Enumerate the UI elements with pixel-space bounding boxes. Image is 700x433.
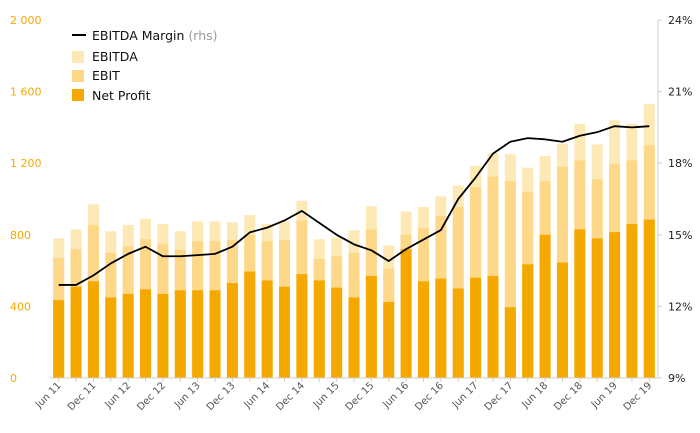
bar-net-profit	[226, 283, 238, 378]
y-left-tick-label: 2 000	[10, 14, 42, 27]
bar-net-profit	[174, 290, 186, 378]
bar-net-profit	[157, 293, 169, 378]
bar-net-profit	[470, 277, 482, 378]
bar-net-profit	[487, 275, 499, 378]
legend-label-ebitda-margin: EBITDA Margin (rhs)	[92, 28, 218, 43]
y-right-tick-label: 9%	[668, 372, 685, 385]
y-left-tick-label: 1 200	[10, 157, 42, 170]
ebitda-margin-line	[58, 125, 650, 286]
x-tick-label: Dec 16	[413, 380, 446, 413]
x-tick-label: Dec 15	[344, 380, 377, 413]
bar-net-profit	[209, 290, 221, 378]
legend: EBITDA Margin (rhs) EBITDA EBIT Net Prof…	[72, 28, 218, 103]
x-tick-label: Jun 16	[380, 380, 411, 411]
x-tick-label: Jun 17	[450, 380, 481, 411]
bar-net-profit	[279, 286, 291, 378]
x-tick-label: Dec 11	[66, 380, 99, 413]
x-tick-label: Dec 19	[622, 380, 655, 413]
y-left-tick-label: 1 600	[10, 86, 42, 99]
bar-net-profit	[452, 288, 464, 378]
y-right-tick-label: 15%	[668, 229, 692, 242]
y-axis-right: 9% 12% 15% 18% 21% 24%	[658, 14, 692, 385]
bar-net-profit	[192, 290, 204, 378]
x-tick-label: Jun 13	[172, 380, 203, 411]
bar-net-profit	[609, 232, 621, 378]
bar-net-profit	[556, 262, 568, 378]
bar-net-profit	[626, 224, 638, 378]
bar-net-profit	[400, 249, 412, 378]
x-tick-label: Dec 17	[483, 380, 516, 413]
y-right-tick-label: 24%	[668, 14, 692, 27]
bar-net-profit	[244, 271, 256, 378]
y-left-tick-label: 800	[10, 229, 31, 242]
y-left-tick-label: 400	[10, 300, 31, 313]
x-tick-label: Jun 11	[33, 380, 64, 411]
x-tick-label: Dec 12	[135, 380, 168, 413]
bar-net-profit	[504, 307, 516, 378]
x-tick-label: Jun 15	[311, 380, 342, 411]
legend-swatch-ebitda	[72, 51, 84, 63]
bar-net-profit	[87, 281, 99, 378]
bar-net-profit	[296, 274, 308, 378]
bar-net-profit	[53, 300, 65, 378]
x-tick-label: Dec 14	[274, 380, 307, 413]
bar-net-profit	[313, 280, 325, 378]
bar-net-profit	[140, 289, 152, 378]
bar-net-profit	[331, 287, 343, 378]
y-right-tick-label: 12%	[668, 300, 692, 313]
bar-net-profit	[643, 219, 655, 378]
bar-net-profit	[539, 234, 551, 378]
bar-net-profit	[70, 286, 82, 378]
bar-net-profit	[383, 301, 395, 378]
y-right-tick-label: 21%	[668, 86, 692, 99]
bar-net-profit	[105, 297, 117, 378]
x-tick-label: Jun 19	[589, 380, 620, 411]
bar-net-profit	[435, 278, 447, 378]
y-axis-left: 0 400 800 1 200 1 600 2 000	[10, 14, 42, 385]
bar-net-profit	[591, 238, 603, 378]
legend-label-ebitda: EBITDA	[92, 49, 138, 64]
x-tick-label: Dec 13	[205, 380, 238, 413]
ebitda-margin-path	[58, 125, 650, 286]
bar-ebit	[504, 181, 516, 378]
y-left-tick-label: 0	[10, 372, 17, 385]
legend-label-net-profit: Net Profit	[92, 88, 151, 103]
bars-group	[53, 104, 655, 379]
bar-net-profit	[365, 275, 377, 378]
x-tick-label: Jun 14	[241, 380, 272, 411]
bar-net-profit	[574, 229, 586, 378]
y-right-tick-label: 18%	[668, 157, 692, 170]
x-tick-label: Jun 12	[103, 380, 134, 411]
legend-label-ebit: EBIT	[92, 68, 120, 83]
bar-net-profit	[261, 280, 273, 378]
bar-net-profit	[348, 297, 360, 378]
legend-swatch-net-profit	[72, 89, 84, 101]
x-tick-label: Dec 18	[552, 380, 585, 413]
x-tick-label: Jun 18	[519, 380, 550, 411]
bar-net-profit	[522, 264, 534, 378]
bar-net-profit	[122, 293, 134, 378]
bar-net-profit	[417, 281, 429, 378]
legend-swatch-ebit	[72, 70, 84, 82]
x-axis: Jun 11 Dec 11 Jun 12 Dec 12 Jun 13 Dec 13 Jun …	[33, 378, 654, 413]
